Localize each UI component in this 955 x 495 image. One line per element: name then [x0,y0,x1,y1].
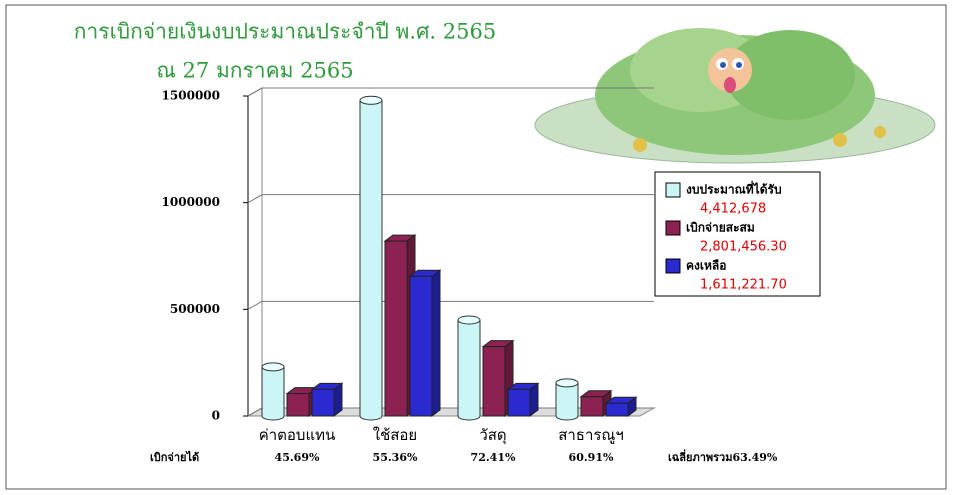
legend-swatch [666,259,680,273]
y-tick-label: 1500000 [162,89,220,103]
bar [508,389,530,416]
bar [287,394,309,416]
bar-side [432,270,440,416]
bar [262,367,284,420]
x-tick-label: วัสดุ [479,426,506,445]
legend-total: 1,611,221.70 [700,278,787,293]
row-value: 45.69% [275,451,320,464]
bar [458,320,480,420]
bar [410,276,432,416]
bar [483,347,505,416]
bar [606,403,628,416]
row-value: 55.36% [373,451,418,464]
y-tick-label: 1000000 [162,195,220,209]
chart-subtitle: ณ 27 มกราคม 2565 [156,59,353,83]
y-tick-label: 500000 [170,302,220,316]
bar-top [458,316,480,324]
legend-label: งบประมาณที่ได้รับ [686,181,782,197]
bar-top [262,363,284,371]
legend-swatch [666,221,680,235]
row-summary: เฉลี่ยภาพรวม63.49% [668,449,778,464]
legend-total: 4,412,678 [700,202,766,217]
row-value: 72.41% [471,451,516,464]
bar-top [360,96,382,104]
chart-title: การเบิกจ่ายเงินงบประมาณประจำปี พ.ศ. 2565 [74,20,496,44]
row-value: 60.91% [569,451,614,464]
back-wall [248,88,262,416]
bar [556,383,578,420]
x-tick-label: สาธารณูฯ [558,426,624,444]
bar [360,100,382,420]
legend-swatch [666,183,680,197]
x-tick-label: ค่าตอบแทน [259,426,336,444]
bar [385,241,407,416]
chart: การเบิกจ่ายเงินงบประมาณประจำปี พ.ศ. 2565… [0,0,955,495]
legend-label: เบิกจ่ายสะสม [686,221,755,235]
bar [581,397,603,416]
bar-top [556,379,578,387]
x-tick-label: ใช้สอย [373,426,417,444]
row-label: เบิกจ่ายได้ [150,450,199,464]
bar [312,389,334,416]
y-tick-label: 0 [212,409,220,423]
legend-label: คงเหลือ [686,259,726,273]
legend-total: 2,801,456.30 [700,240,787,255]
